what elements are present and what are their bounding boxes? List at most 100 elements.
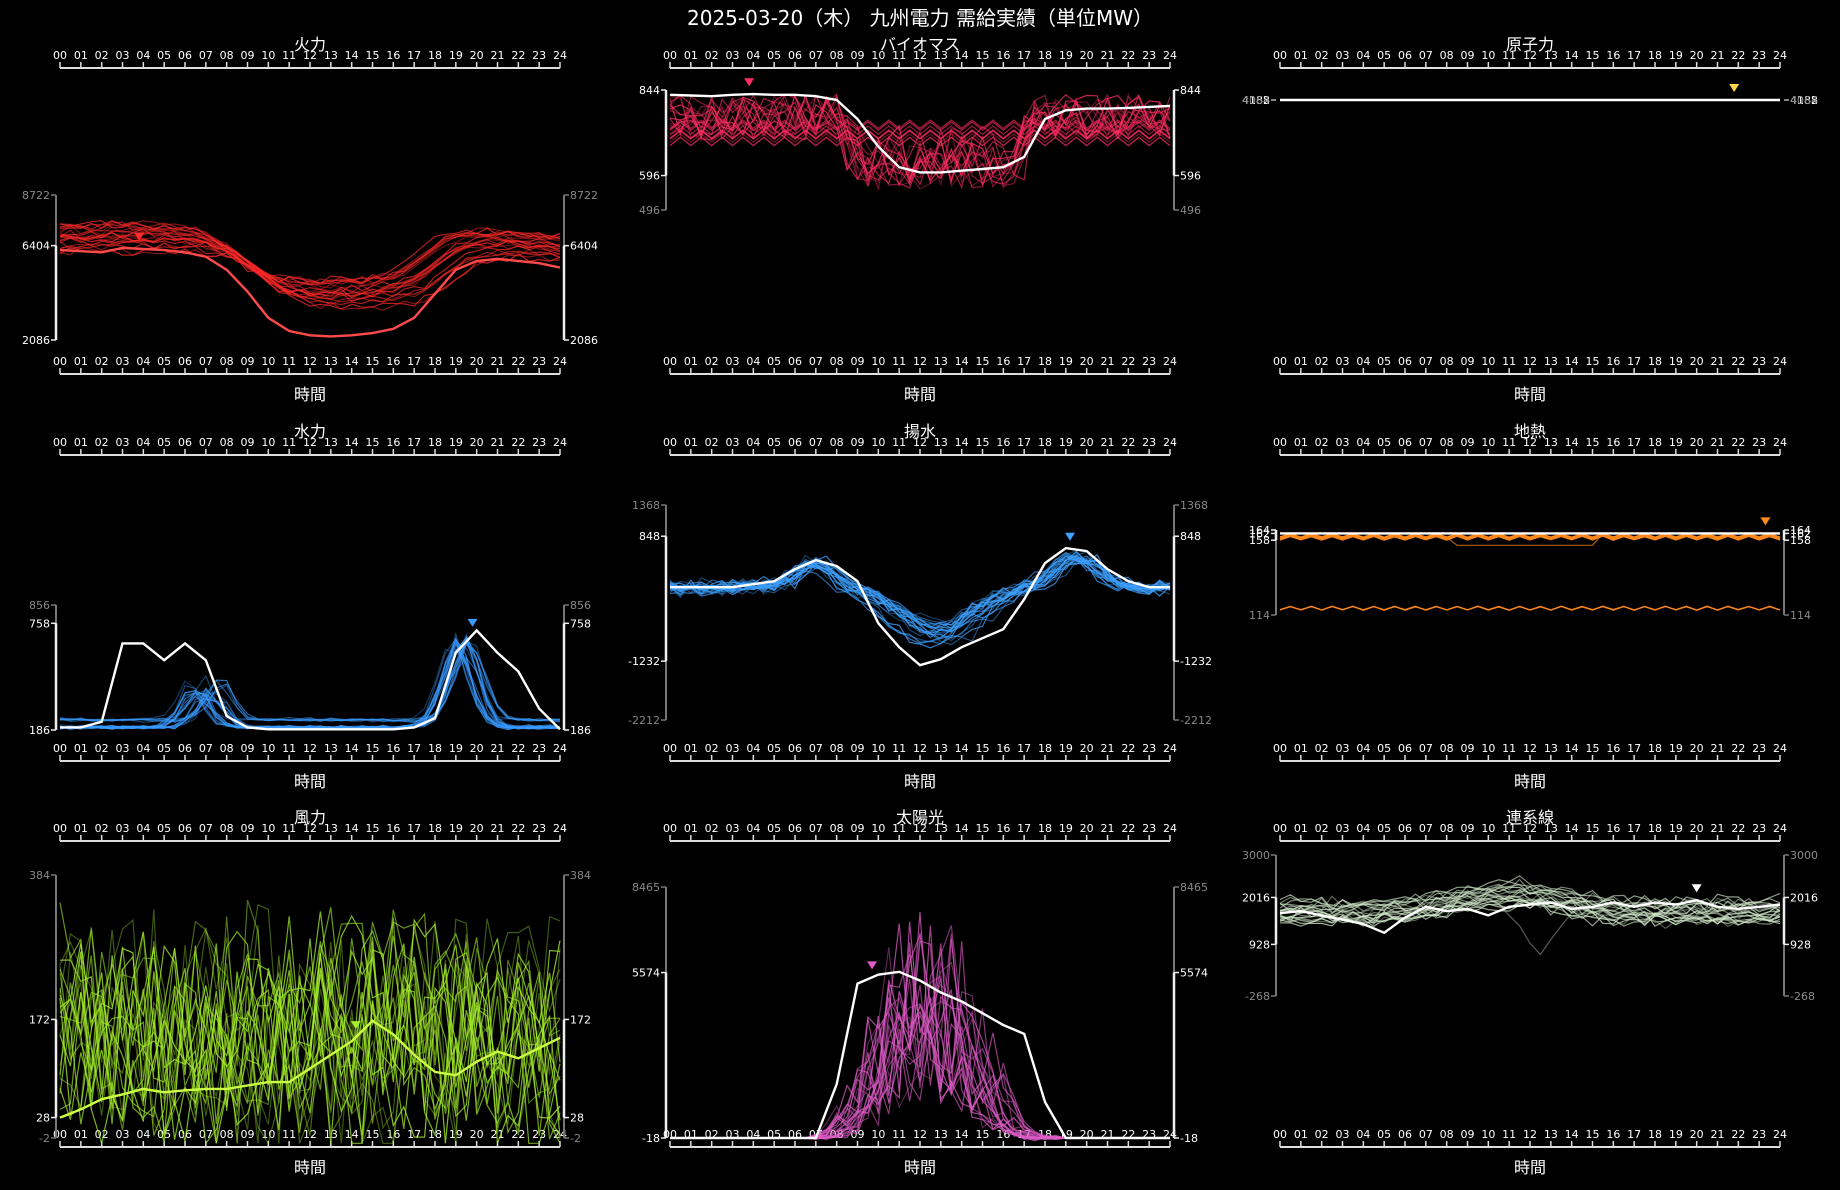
tick-label: 23 xyxy=(1752,742,1766,755)
tick-label: 14 xyxy=(1565,822,1579,835)
tick-label: 18 xyxy=(1648,1128,1662,1141)
tick-label: 19 xyxy=(1669,436,1683,449)
x-axis-label: 時間 xyxy=(294,385,326,404)
tick-label: 05 xyxy=(1377,742,1391,755)
tick-label: 08 xyxy=(1440,1128,1454,1141)
y-tick-label: 496 xyxy=(639,204,660,217)
tick-label: 18 xyxy=(1648,822,1662,835)
tick-label: 04 xyxy=(1356,822,1370,835)
tick-label: 09 xyxy=(241,822,255,835)
highlight-series-line xyxy=(59,1019,561,1119)
tick-label: 15 xyxy=(366,355,380,368)
tick-label: 00 xyxy=(53,742,67,755)
tick-label: 06 xyxy=(1398,1128,1412,1141)
tick-label: 23 xyxy=(532,742,546,755)
tick-label: 08 xyxy=(220,742,234,755)
tick-label: 20 xyxy=(470,742,484,755)
y-tick-label: 158 xyxy=(1790,534,1811,547)
tick-label: 12 xyxy=(1523,822,1537,835)
tick-label: 24 xyxy=(1773,742,1787,755)
x-axis-bottom: 00 01 02 03 04 05 06 07 08 09 10 11 12 13 14 15 16 17 18 19… xyxy=(53,1128,567,1148)
y-tick-label: 4182 xyxy=(1790,94,1818,107)
y-tick-label: 4188 xyxy=(1242,94,1270,107)
series-line xyxy=(669,557,1171,628)
tick-label: 02 xyxy=(705,355,719,368)
y-tick-label: 844 xyxy=(1180,84,1201,97)
tick-label: 17 xyxy=(1627,1128,1641,1141)
tick-label: 06 xyxy=(788,49,802,62)
tick-label: 08 xyxy=(220,355,234,368)
tick-label: 12 xyxy=(303,49,317,62)
tick-label: 02 xyxy=(1315,49,1329,62)
tick-label: 15 xyxy=(366,822,380,835)
y-tick-label: -268 xyxy=(1245,990,1270,1003)
y-tick-label: 3000 xyxy=(1790,849,1818,862)
series-line xyxy=(669,92,1171,190)
x-axis-top: 00 01 02 03 04 05 06 07 08 09 10 11 12 13 14 15 16 17 18 19… xyxy=(1273,49,1787,69)
y-axis-right: 1368 848 -1232 -2212 xyxy=(1172,499,1212,727)
tick-label: 12 xyxy=(1523,355,1537,368)
x-axis-label: 時間 xyxy=(1514,772,1546,791)
y-tick-label: 596 xyxy=(1180,170,1201,183)
tick-label: 16 xyxy=(386,742,400,755)
y-tick-label: -2212 xyxy=(628,714,660,727)
tick-label: 17 xyxy=(407,742,421,755)
y-tick-label: 384 xyxy=(570,869,591,882)
y-tick-label: 158 xyxy=(1249,534,1270,547)
y-tick-label: 384 xyxy=(29,869,50,882)
current-time-marker xyxy=(467,618,478,627)
tick-label: 07 xyxy=(1419,742,1433,755)
x-axis-bottom: 00 01 02 03 04 05 06 07 08 09 10 11 12 13 14 15 16 17 18 19… xyxy=(663,742,1177,762)
series-line xyxy=(670,996,1170,1140)
tick-label: 08 xyxy=(220,436,234,449)
tick-label: 02 xyxy=(95,436,109,449)
tick-label: 19 xyxy=(1669,742,1683,755)
tick-label: 17 xyxy=(1017,822,1031,835)
tick-label: 06 xyxy=(178,742,192,755)
series-line xyxy=(1279,532,1781,539)
tick-label: 09 xyxy=(1461,436,1475,449)
tick-label: 11 xyxy=(1502,355,1516,368)
tick-label: 00 xyxy=(1273,742,1287,755)
tick-label: 21 xyxy=(1101,822,1115,835)
tick-label: 12 xyxy=(913,436,927,449)
tick-label: 19 xyxy=(1669,49,1683,62)
y-tick-label: -2 xyxy=(39,1132,50,1145)
tick-label: 03 xyxy=(116,822,130,835)
tick-label: 21 xyxy=(491,742,505,755)
y-axis-right: 8722 6404 2086 xyxy=(562,189,598,347)
series-line xyxy=(669,136,1171,147)
tick-label: 09 xyxy=(241,355,255,368)
tick-label: 12 xyxy=(1523,742,1537,755)
series-line xyxy=(59,943,561,1144)
tick-label: 02 xyxy=(1315,436,1329,449)
tick-label: 17 xyxy=(1627,49,1641,62)
tick-label: 00 xyxy=(1273,822,1287,835)
series-line xyxy=(1279,895,1781,922)
tick-label: 02 xyxy=(95,49,109,62)
tick-label: 10 xyxy=(871,822,885,835)
tick-label: 04 xyxy=(746,742,760,755)
x-axis-top: 00 01 02 03 04 05 06 07 08 09 10 11 12 13 14 15 16 17 18 19… xyxy=(663,49,1177,69)
tick-label: 13 xyxy=(324,49,338,62)
x-axis-label: 時間 xyxy=(1514,385,1546,404)
tick-label: 02 xyxy=(95,355,109,368)
x-axis-bottom: 00 01 02 03 04 05 06 07 08 09 10 11 12 13 14 15 16 17 18 19… xyxy=(1273,742,1787,762)
tick-label: 09 xyxy=(1461,742,1475,755)
chart-panel: 揚水 00 01 02 03 04 05 06 07 08 09 10 11 12 13 14 15 16 17 18… xyxy=(628,422,1212,791)
tick-label: 19 xyxy=(1669,822,1683,835)
tick-label: 04 xyxy=(136,822,150,835)
tick-label: 24 xyxy=(553,742,567,755)
tick-label: 21 xyxy=(1711,49,1725,62)
x-axis-top: 00 01 02 03 04 05 06 07 08 09 10 11 12 13 14 15 16 17 18 19… xyxy=(53,49,567,69)
tick-label: 14 xyxy=(955,1128,969,1141)
y-tick-label: 928 xyxy=(1249,938,1270,951)
tick-label: 13 xyxy=(1544,822,1558,835)
x-axis-top: 00 01 02 03 04 05 06 07 08 09 10 11 12 13 14 15 16 17 18 19… xyxy=(663,822,1177,842)
tick-label: 15 xyxy=(1586,822,1600,835)
series-line xyxy=(59,242,561,306)
y-axis-left: 8465 5574 -18 xyxy=(632,881,668,1145)
tick-label: 22 xyxy=(1121,355,1135,368)
tick-label: 20 xyxy=(1690,355,1704,368)
